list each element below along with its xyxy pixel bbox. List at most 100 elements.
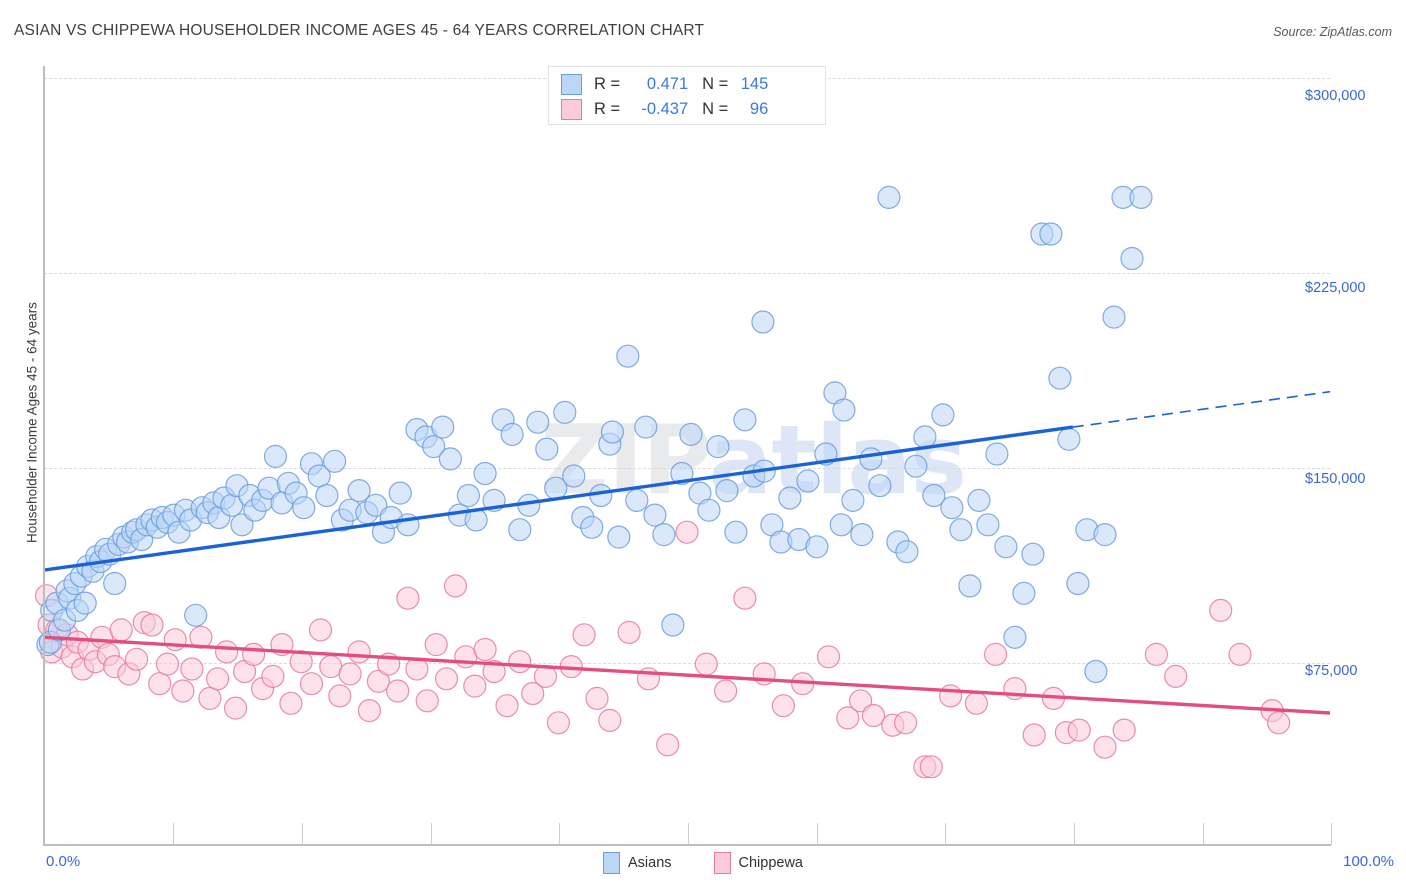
data-point[interactable] (1228, 642, 1252, 667)
data-point[interactable] (1102, 305, 1126, 329)
data-point[interactable] (495, 694, 519, 718)
data-point[interactable] (600, 420, 625, 444)
data-point[interactable] (215, 640, 239, 664)
data-point[interactable] (140, 613, 164, 637)
legend-item-asians[interactable]: Asians (602, 852, 672, 874)
data-point[interactable] (1021, 542, 1045, 566)
data-point[interactable] (919, 755, 943, 779)
data-point[interactable] (171, 679, 195, 703)
data-point[interactable] (473, 637, 497, 662)
data-point[interactable] (1164, 664, 1188, 689)
data-point[interactable] (328, 684, 352, 708)
data-point[interactable] (347, 640, 371, 664)
data-point[interactable] (338, 662, 362, 686)
data-point[interactable] (607, 525, 631, 549)
data-point[interactable] (454, 645, 478, 669)
data-point[interactable] (643, 503, 667, 527)
data-point[interactable] (1003, 625, 1027, 649)
data-point[interactable] (292, 496, 316, 520)
data-point[interactable] (861, 703, 886, 728)
data-point[interactable] (553, 400, 577, 424)
data-point[interactable] (1120, 246, 1144, 271)
data-point[interactable] (1144, 642, 1169, 667)
data-point[interactable] (572, 623, 596, 647)
data-point[interactable] (616, 344, 640, 368)
data-point[interactable] (422, 435, 446, 459)
data-point[interactable] (261, 664, 285, 689)
data-point[interactable] (675, 520, 699, 544)
data-point[interactable] (1093, 735, 1117, 759)
data-point[interactable] (1266, 711, 1291, 735)
data-point[interactable] (634, 415, 658, 439)
data-point[interactable] (230, 513, 254, 537)
data-point[interactable] (323, 449, 347, 473)
data-point[interactable] (388, 481, 412, 505)
data-point[interactable] (976, 513, 1000, 537)
data-point[interactable] (1129, 185, 1153, 209)
data-point[interactable] (967, 488, 991, 512)
data-point[interactable] (679, 422, 703, 446)
data-point[interactable] (180, 657, 204, 681)
data-point[interactable] (832, 398, 856, 422)
data-point[interactable] (526, 410, 550, 434)
data-point[interactable] (1039, 222, 1063, 246)
data-point[interactable] (985, 442, 1009, 466)
data-point[interactable] (1048, 366, 1072, 390)
data-point[interactable] (546, 711, 571, 735)
data-point[interactable] (347, 479, 371, 503)
data-point[interactable] (585, 686, 609, 711)
data-point[interactable] (829, 513, 853, 537)
data-point[interactable] (521, 681, 545, 706)
data-point[interactable] (109, 618, 133, 642)
data-point[interactable] (1022, 723, 1046, 747)
data-point[interactable] (508, 650, 532, 674)
data-point[interactable] (482, 659, 506, 684)
data-point[interactable] (198, 686, 222, 711)
data-point[interactable] (396, 586, 420, 610)
data-point[interactable] (964, 691, 989, 715)
data-point[interactable] (877, 185, 901, 209)
data-point[interactable] (242, 642, 266, 667)
data-point[interactable] (500, 422, 524, 446)
data-point[interactable] (617, 620, 641, 645)
data-point[interactable] (279, 691, 303, 715)
data-point[interactable] (189, 625, 213, 649)
data-point[interactable] (73, 591, 97, 615)
data-point[interactable] (694, 652, 718, 676)
data-point[interactable] (848, 689, 873, 713)
data-point[interactable] (224, 696, 248, 720)
data-point[interactable] (456, 483, 480, 508)
data-point[interactable] (715, 479, 739, 503)
data-point[interactable] (357, 698, 381, 723)
data-point[interactable] (103, 571, 127, 596)
data-point[interactable] (580, 515, 604, 539)
data-point[interactable] (983, 642, 1008, 667)
data-point[interactable] (434, 667, 459, 691)
data-point[interactable] (415, 689, 439, 713)
data-point[interactable] (364, 493, 388, 517)
data-point[interactable] (713, 679, 738, 703)
data-point[interactable] (1057, 427, 1081, 451)
data-point[interactable] (289, 650, 313, 674)
data-point[interactable] (562, 464, 586, 488)
data-point[interactable] (994, 535, 1018, 559)
data-point[interactable] (1066, 571, 1090, 596)
data-point[interactable] (706, 435, 730, 459)
data-point[interactable] (463, 674, 487, 698)
data-point[interactable] (1084, 659, 1108, 684)
data-point[interactable] (366, 669, 390, 693)
data-point[interactable] (473, 461, 497, 486)
data-point[interactable] (724, 520, 748, 544)
data-point[interactable] (859, 447, 883, 471)
data-point[interactable] (184, 603, 208, 627)
data-point[interactable] (625, 488, 649, 512)
data-point[interactable] (733, 586, 757, 610)
data-point[interactable] (319, 654, 343, 679)
data-point[interactable] (771, 694, 796, 718)
data-point[interactable] (816, 645, 841, 669)
data-point[interactable] (163, 628, 187, 652)
data-point[interactable] (431, 415, 455, 439)
data-point[interactable] (913, 425, 937, 449)
legend-item-chippewa[interactable]: Chippewa (713, 852, 803, 874)
data-point[interactable] (893, 711, 918, 735)
